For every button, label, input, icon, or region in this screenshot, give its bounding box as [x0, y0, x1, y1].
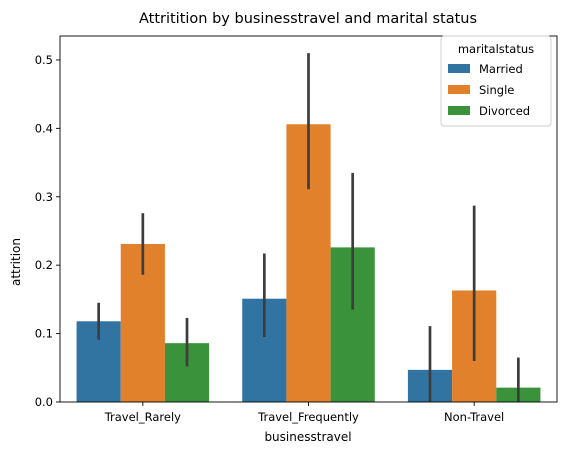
- y-tick-label: 0.4: [35, 121, 53, 135]
- legend-title: maritalstatus: [458, 42, 534, 56]
- legend-swatch-divorced: [448, 106, 470, 115]
- plot-area: 0.0 0.1 0.2 0.3 0.4 0.5 Travel_Rarely Travel_Fr…: [35, 36, 557, 424]
- y-tick-label: 0.1: [35, 327, 53, 341]
- y-axis-label: attrition: [9, 238, 23, 286]
- y-tick-label: 0.5: [35, 53, 53, 67]
- legend-label-married: Married: [479, 62, 523, 76]
- x-tick-label: Travel_Rarely: [104, 410, 181, 424]
- y-tick-label: 0.3: [35, 190, 53, 204]
- x-tick-label: Travel_Frequently: [257, 410, 359, 424]
- y-tick-label: 0.2: [35, 258, 53, 272]
- legend-swatch-married: [448, 64, 470, 73]
- x-tick-label: Non-Travel: [444, 410, 504, 424]
- chart-title: Attritition by businesstravel and marita…: [139, 11, 477, 27]
- x-axis-label: businesstravel: [264, 430, 351, 444]
- legend-swatch-single: [448, 85, 470, 94]
- y-tick-label: 0.0: [35, 395, 53, 409]
- legend-label-divorced: Divorced: [479, 104, 530, 118]
- legend-label-single: Single: [479, 83, 514, 97]
